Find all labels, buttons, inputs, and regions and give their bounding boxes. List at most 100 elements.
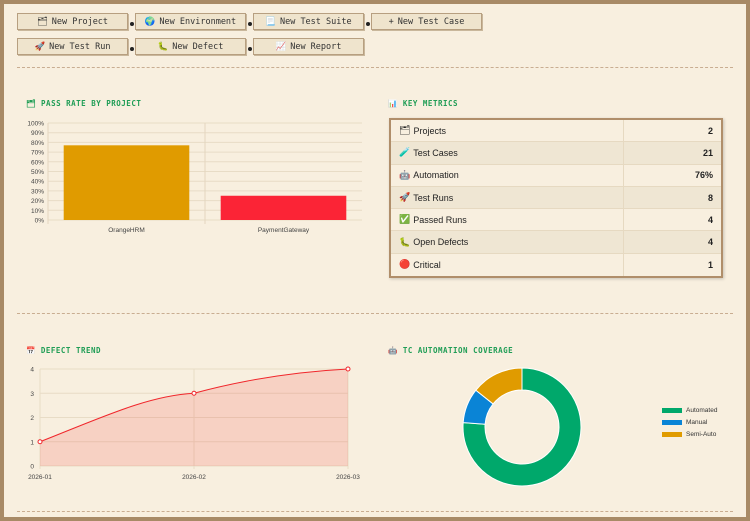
bar-paymentgateway xyxy=(220,195,347,220)
button-label: New Defect xyxy=(172,41,224,52)
metric-value: 76% xyxy=(694,170,713,181)
metric-label-cell: 🗂 Projects xyxy=(391,120,624,142)
button-icon: 🚀 xyxy=(34,41,46,52)
y-tick-label: 100% xyxy=(27,121,44,128)
metric-label: Projects xyxy=(413,125,446,136)
metric-label-cell: 🧪 Test Cases xyxy=(391,142,624,164)
metric-value: 1 xyxy=(707,259,713,270)
x-tick-label: 2026-03 xyxy=(336,474,360,481)
y-tick-label: 70% xyxy=(31,150,44,157)
legend-label: Manual xyxy=(686,419,708,426)
toolbar-button-new-test-suite[interactable]: 📃 New Test Suite xyxy=(253,13,364,30)
y-tick-label: 0 xyxy=(30,464,34,471)
x-tick-label: 2026-01 xyxy=(28,474,52,481)
button-icon: 📃 xyxy=(265,16,276,27)
separator-dot xyxy=(248,47,252,51)
metric-label: Test Cases xyxy=(413,147,458,158)
toolbar-button-new-project[interactable]: 🗂 New Project xyxy=(17,13,128,30)
divider xyxy=(17,313,733,314)
toolbar-button-new-test-run[interactable]: 🚀 New Test Run xyxy=(17,38,128,55)
bar-orangehrm xyxy=(63,145,190,220)
y-tick-label: 20% xyxy=(31,198,44,205)
metric-icon: 🚀 xyxy=(399,192,411,203)
button-icon: 🌍 xyxy=(144,16,156,27)
trend-area xyxy=(40,369,348,466)
defect-trend-title: 📅 DEFECT TREND xyxy=(26,346,102,355)
toolbar-button-new-environment[interactable]: 🌍 New Environment xyxy=(135,13,246,30)
legend-swatch xyxy=(662,432,682,437)
separator-dot xyxy=(130,47,134,51)
coverage-title: 🤖 TC AUTOMATION COVERAGE xyxy=(388,346,514,355)
key-metrics-table: 🗂 Projects 2 🧪 Test Cases 21 🤖 Automation 76% 🚀 Te… xyxy=(389,118,723,279)
slice-automated xyxy=(462,367,582,487)
pass-rate-chart: 0% 10% 20% 30% 40% 50% 60% 70% 80% 90% 100% OrangeH… xyxy=(27,121,362,234)
metric-value: 2 xyxy=(707,125,713,136)
metric-icon: 🗂 xyxy=(399,125,411,136)
legend-label: Automated xyxy=(686,407,718,414)
metric-row: 🗂 Projects 2 xyxy=(391,120,721,143)
toolbar-button-new-test-case[interactable]: + New Test Case xyxy=(371,13,482,30)
y-tick-label: 90% xyxy=(31,130,44,137)
separator-dot xyxy=(366,22,370,26)
y-tick-label: 60% xyxy=(31,159,44,166)
y-tick-label: 2 xyxy=(30,415,34,422)
toolbar-button-new-report[interactable]: 📈 New Report xyxy=(253,38,364,55)
metric-label: Passed Runs xyxy=(413,214,467,225)
metric-label: Open Defects xyxy=(413,237,469,248)
metric-label-cell: ✅ Passed Runs xyxy=(391,209,624,231)
legend-swatch xyxy=(662,408,682,413)
x-tick-label: 2026-02 xyxy=(182,474,206,481)
legend-item[interactable]: Semi-Auto xyxy=(662,431,716,438)
button-icon: 🐛 xyxy=(157,41,169,52)
legend-label: Semi-Auto xyxy=(686,431,717,438)
dashboard: 🗂 New Project 🌍 New Environment 📃 New Test Su… xyxy=(4,4,746,517)
metric-icon: 🤖 xyxy=(399,169,411,180)
pass-rate-title: 🗂 PASS RATE BY PROJECT xyxy=(26,99,142,108)
metric-label: Critical xyxy=(413,259,441,270)
metric-label: Automation xyxy=(413,170,459,181)
separator-dot xyxy=(130,22,134,26)
y-tick-label: 3 xyxy=(30,391,34,398)
separator-dot xyxy=(248,22,252,26)
metric-icon: 🔴 xyxy=(399,259,411,270)
metric-row: 🚀 Test Runs 8 xyxy=(391,186,721,210)
divider xyxy=(17,511,733,512)
button-label: New Report xyxy=(290,41,342,52)
metric-label-cell: 🤖 Automation xyxy=(391,164,624,186)
data-point xyxy=(37,439,43,445)
coverage-chart xyxy=(462,367,582,487)
metric-row: 🐛 Open Defects 4 xyxy=(391,231,721,254)
button-icon: 📈 xyxy=(275,41,287,52)
button-icon: + xyxy=(388,16,394,27)
metric-row: 🧪 Test Cases 21 xyxy=(391,142,721,165)
legend-item[interactable]: Manual xyxy=(662,419,707,426)
y-tick-label: 40% xyxy=(31,179,44,186)
data-point xyxy=(345,366,351,372)
y-tick-label: 10% xyxy=(31,208,44,215)
metric-value: 8 xyxy=(707,192,713,203)
key-metrics-title: 📊 KEY METRICS xyxy=(388,99,459,108)
metric-row: 🤖 Automation 76% xyxy=(391,164,721,187)
metric-icon: ✅ xyxy=(399,214,411,225)
metric-value: 4 xyxy=(707,214,713,225)
y-tick-label: 30% xyxy=(31,188,44,195)
metric-label-cell: 🐛 Open Defects xyxy=(391,231,624,253)
button-label: New Environment xyxy=(159,16,237,27)
metric-value: 4 xyxy=(707,237,713,248)
button-label: New Project xyxy=(51,16,109,27)
y-tick-label: 50% xyxy=(31,169,44,176)
button-icon: 🗂 xyxy=(36,16,48,27)
defect-trend-chart: 0 1 2 3 4 2026-01 2026-02 2026-03 xyxy=(28,366,360,481)
button-label: New Test Run xyxy=(49,41,111,52)
toolbar-button-new-defect[interactable]: 🐛 New Defect xyxy=(135,38,246,55)
y-tick-label: 4 xyxy=(30,367,34,374)
metric-label-cell: 🔴 Critical xyxy=(391,253,624,277)
y-tick-label: 1 xyxy=(30,439,34,446)
slice-semi-auto xyxy=(475,367,523,405)
x-tick-label: OrangeHRM xyxy=(108,227,144,234)
y-tick-label: 80% xyxy=(31,140,44,147)
legend-item[interactable]: Automated xyxy=(662,407,717,414)
button-label: New Test Suite xyxy=(279,16,352,27)
metric-label-cell: 🚀 Test Runs xyxy=(391,186,624,209)
metric-label: Test Runs xyxy=(413,192,454,203)
